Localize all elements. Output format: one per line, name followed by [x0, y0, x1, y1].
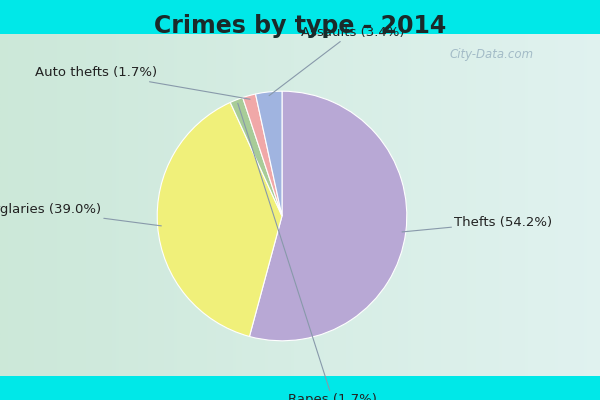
- Text: Crimes by type - 2014: Crimes by type - 2014: [154, 14, 446, 38]
- Wedge shape: [230, 98, 282, 216]
- Wedge shape: [256, 91, 282, 216]
- Text: Rapes (1.7%): Rapes (1.7%): [238, 103, 377, 400]
- Wedge shape: [242, 94, 282, 216]
- Text: Assaults (3.4%): Assaults (3.4%): [269, 26, 404, 96]
- Text: Burglaries (39.0%): Burglaries (39.0%): [0, 203, 161, 226]
- Wedge shape: [157, 102, 282, 336]
- Text: Thefts (54.2%): Thefts (54.2%): [402, 216, 553, 232]
- Text: City-Data.com: City-Data.com: [450, 48, 534, 61]
- Wedge shape: [250, 91, 407, 341]
- Text: Auto thefts (1.7%): Auto thefts (1.7%): [35, 66, 250, 99]
